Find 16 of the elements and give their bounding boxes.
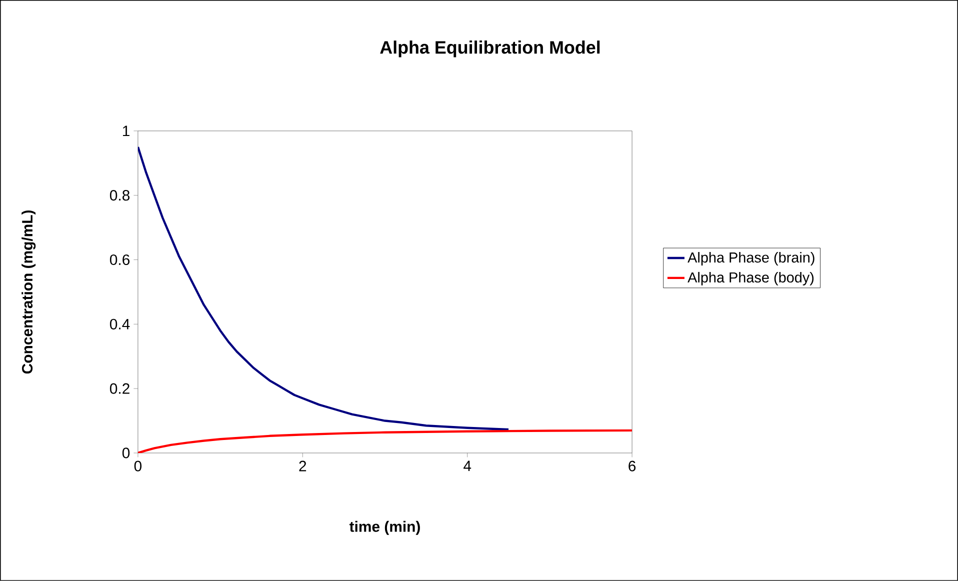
y-tick-label: 0.4	[110, 318, 130, 330]
y-tick-label: 0	[122, 448, 130, 458]
y-axis-title: Concentration (mg/mL)	[22, 210, 36, 374]
line-series	[138, 429, 632, 454]
x-tick-label: 2	[299, 460, 306, 472]
y-tick-label: 1	[122, 126, 130, 136]
legend-label: Alpha Phase (brain)	[688, 252, 814, 266]
chart-title: Alpha Equilibration Model	[380, 40, 600, 58]
y-tick-label: 0.6	[110, 254, 130, 266]
y-tick-label: 0.8	[110, 190, 130, 201]
y-tick-label: 0.2	[110, 383, 130, 394]
x-axis-title: time (min)	[349, 520, 420, 535]
x-tick-label: 0	[134, 460, 142, 472]
legend-label: Alpha Phase (body)	[688, 272, 814, 286]
x-tick-label: 4	[464, 460, 472, 472]
x-tick-label: 6	[628, 460, 636, 472]
